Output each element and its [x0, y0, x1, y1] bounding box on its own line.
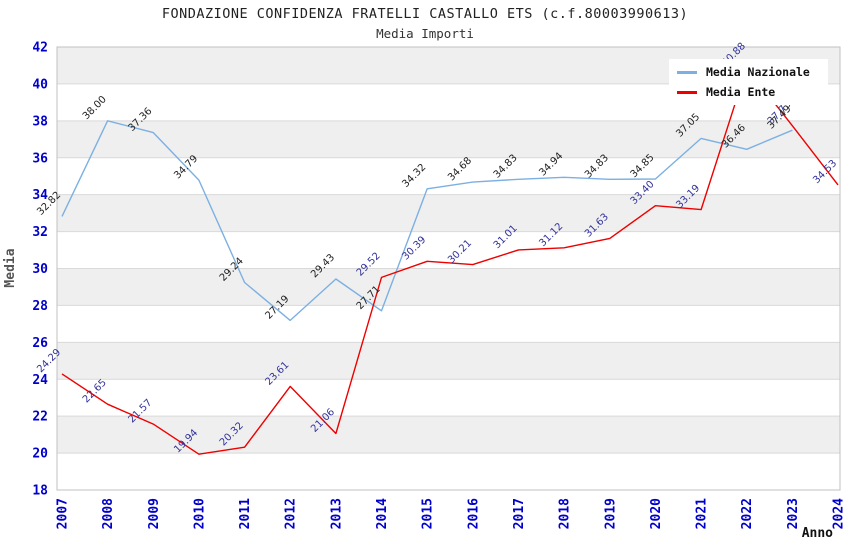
chart-title: FONDAZIONE CONFIDENZA FRATELLI CASTALLO … — [161, 6, 689, 22]
y-tick-label: 20 — [32, 447, 48, 462]
plot-bands — [57, 47, 840, 490]
x-tick-label: 2021 — [695, 498, 710, 529]
series-line-nazionale — [61, 120, 793, 322]
y-tick-label: 18 — [32, 484, 48, 499]
legend-item-media-nazionale: Media Nazionale — [677, 65, 822, 79]
x-tick-label: 2020 — [649, 498, 664, 529]
x-tick-label: 2024 — [832, 498, 847, 529]
x-tick-label: 2011 — [238, 498, 253, 529]
y-tick-label: 28 — [32, 299, 48, 314]
legend-label-nazionale: Media Nazionale — [706, 65, 810, 79]
x-axis-ticks: 2007 2008 2009 2010 2011 2012 2013 2014 2015 2016… — [56, 498, 847, 529]
y-tick-label: 42 — [32, 41, 48, 56]
ente-line-swatch-icon — [677, 90, 697, 94]
band — [57, 157, 840, 195]
x-tick-label: 2019 — [603, 498, 618, 529]
legend-label-ente: Media Ente — [706, 85, 776, 99]
y-tick-label: 38 — [32, 114, 48, 129]
x-tick-label: 2014 — [375, 498, 390, 529]
y-tick-label: 26 — [32, 336, 48, 351]
x-tick-label: 2010 — [192, 498, 207, 529]
x-tick-label: 2022 — [740, 498, 755, 529]
y-tick-label: 24 — [32, 373, 48, 388]
band — [57, 194, 840, 232]
band — [57, 453, 840, 490]
y-tick-label: 30 — [32, 262, 48, 277]
band — [57, 342, 840, 380]
x-tick-label: 2017 — [512, 498, 527, 529]
band — [57, 120, 840, 158]
nazionale-line-swatch-icon — [677, 70, 697, 74]
band — [57, 305, 840, 343]
x-tick-label: 2015 — [421, 498, 436, 529]
y-axis-ticks: 18 20 22 24 26 28 30 32 34 36 38 40 42 — [32, 41, 48, 499]
x-tick-label: 2018 — [558, 498, 573, 529]
y-tick-label: 32 — [32, 225, 48, 240]
x-tick-label: 2012 — [284, 498, 299, 529]
y-tick-label: 36 — [32, 151, 48, 166]
y-axis-title: Media — [3, 248, 18, 287]
y-tick-label: 22 — [32, 410, 48, 425]
x-tick-label: 2016 — [466, 498, 481, 529]
x-tick-label: 2009 — [147, 498, 162, 529]
y-tick-label: 40 — [32, 77, 48, 92]
x-tick-label: 2023 — [786, 498, 801, 529]
x-tick-label: 2013 — [329, 498, 344, 529]
legend-item-media-ente: Media Ente — [677, 85, 822, 99]
x-axis-title: Anno — [802, 526, 833, 541]
band — [57, 379, 840, 417]
plot-border — [56, 46, 841, 491]
y-tick-label: 34 — [32, 188, 48, 203]
series-line-ente — [61, 66, 839, 455]
chart-subtitle: Media Importi — [376, 26, 474, 41]
legend: Media Nazionale Media Ente — [669, 59, 828, 105]
x-tick-label: 2008 — [101, 498, 116, 529]
band — [57, 268, 840, 306]
x-tick-label: 2007 — [56, 498, 71, 529]
